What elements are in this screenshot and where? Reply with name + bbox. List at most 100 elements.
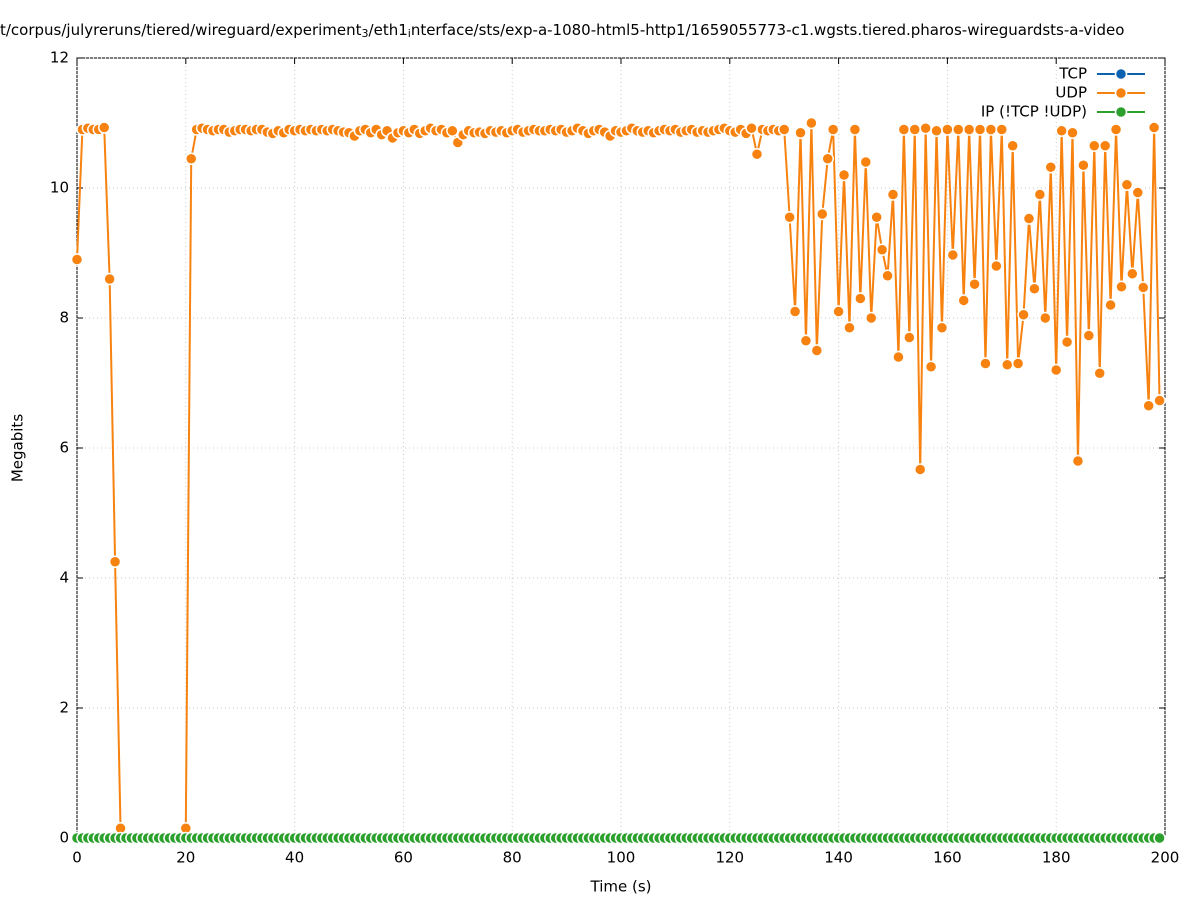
x-tick-label: 0 bbox=[72, 849, 82, 867]
data-point bbox=[935, 321, 949, 334]
data-point bbox=[1131, 186, 1145, 199]
data-point bbox=[1093, 367, 1106, 380]
y-tick-label: 8 bbox=[59, 309, 69, 327]
data-point bbox=[1109, 123, 1123, 136]
title-subscript: i bbox=[408, 27, 411, 40]
x-tick-label: 120 bbox=[715, 849, 744, 867]
data-point bbox=[930, 124, 943, 138]
legend-label: TCP bbox=[1058, 65, 1087, 83]
data-point bbox=[1126, 267, 1139, 281]
data-point bbox=[1153, 394, 1166, 407]
x-tick-label: 140 bbox=[824, 849, 853, 867]
data-point bbox=[1033, 188, 1047, 201]
y-axis-label: Megabits bbox=[9, 414, 27, 482]
y-tick-label: 0 bbox=[59, 829, 69, 847]
data-point bbox=[1039, 311, 1052, 325]
data-point bbox=[1066, 126, 1079, 139]
x-tick-label: 160 bbox=[933, 849, 962, 867]
x-tick-label: 60 bbox=[394, 849, 413, 867]
data-point bbox=[1006, 139, 1019, 152]
data-point bbox=[924, 360, 938, 373]
title-part: t/corpus/julyreruns/tiered/wireguard/exp… bbox=[0, 21, 362, 39]
data-point bbox=[962, 123, 976, 136]
data-point bbox=[832, 305, 845, 318]
data-point bbox=[957, 294, 970, 307]
data-point bbox=[864, 311, 878, 325]
y-tick-label: 4 bbox=[59, 569, 69, 587]
data-point bbox=[446, 124, 459, 138]
data-point bbox=[1060, 335, 1074, 349]
data-point bbox=[777, 123, 791, 136]
data-point bbox=[1104, 298, 1117, 312]
data-point bbox=[799, 334, 813, 347]
data-point bbox=[875, 243, 889, 256]
data-point bbox=[913, 463, 927, 476]
data-point bbox=[886, 188, 900, 201]
data-point bbox=[1147, 121, 1161, 134]
x-tick-label: 80 bbox=[503, 849, 522, 867]
x-tick-label: 200 bbox=[1151, 849, 1180, 867]
data-point bbox=[826, 123, 840, 136]
data-point bbox=[979, 357, 992, 370]
data-point bbox=[848, 123, 862, 136]
data-point bbox=[854, 292, 867, 305]
data-point bbox=[1022, 212, 1036, 225]
data-point bbox=[1049, 363, 1063, 377]
data-point bbox=[70, 253, 84, 266]
data-point bbox=[908, 123, 922, 136]
data-point bbox=[103, 272, 116, 286]
data-point bbox=[1011, 357, 1025, 370]
data-point bbox=[1115, 280, 1128, 294]
data-point bbox=[1120, 178, 1134, 191]
data-point bbox=[1136, 281, 1150, 294]
data-point bbox=[897, 123, 911, 136]
data-point bbox=[794, 126, 807, 139]
data-point bbox=[990, 259, 1003, 273]
data-point bbox=[1071, 454, 1085, 468]
y-tick-label: 2 bbox=[59, 699, 69, 717]
data-point bbox=[1153, 831, 1166, 845]
data-point bbox=[968, 277, 981, 291]
data-point bbox=[859, 155, 873, 169]
data-point bbox=[952, 123, 965, 136]
title-subscript: 3 bbox=[362, 27, 369, 40]
data-point bbox=[108, 555, 122, 568]
data-point bbox=[1088, 139, 1101, 152]
data-point bbox=[1000, 358, 1014, 372]
data-point bbox=[1098, 139, 1112, 152]
x-axis-label: Time (s) bbox=[590, 878, 652, 896]
data-point bbox=[903, 331, 916, 344]
data-point bbox=[821, 152, 834, 165]
legend-label: IP (!TCP !UDP) bbox=[981, 103, 1087, 121]
data-point bbox=[837, 168, 851, 182]
data-point bbox=[843, 321, 856, 334]
data-point bbox=[946, 248, 960, 262]
data-point bbox=[1044, 160, 1058, 174]
chart-title: t/corpus/julyreruns/tiered/wireguard/exp… bbox=[0, 21, 1124, 41]
x-tick-label: 100 bbox=[607, 849, 636, 867]
y-tick-label: 12 bbox=[50, 49, 69, 67]
data-point bbox=[973, 123, 987, 136]
data-point bbox=[919, 121, 932, 135]
x-tick-label: 180 bbox=[1042, 849, 1071, 867]
y-tick-label: 6 bbox=[59, 439, 69, 457]
data-point bbox=[941, 123, 954, 136]
legend-marker bbox=[1114, 105, 1128, 119]
y-tick-label: 10 bbox=[50, 179, 69, 197]
data-point bbox=[1077, 159, 1090, 172]
series-line bbox=[76, 122, 1161, 839]
legend-marker bbox=[1114, 67, 1128, 81]
data-point bbox=[1082, 329, 1096, 342]
data-point bbox=[816, 207, 829, 221]
legend-label: UDP bbox=[1055, 84, 1087, 102]
data-point bbox=[995, 123, 1009, 136]
data-point bbox=[810, 344, 824, 357]
legend-marker bbox=[1114, 86, 1128, 100]
title-part: /eth1 bbox=[369, 21, 408, 39]
data-point bbox=[870, 211, 883, 224]
data-point bbox=[788, 305, 802, 318]
data-point bbox=[750, 147, 764, 161]
data-point bbox=[184, 152, 198, 165]
data-point bbox=[1142, 399, 1155, 412]
